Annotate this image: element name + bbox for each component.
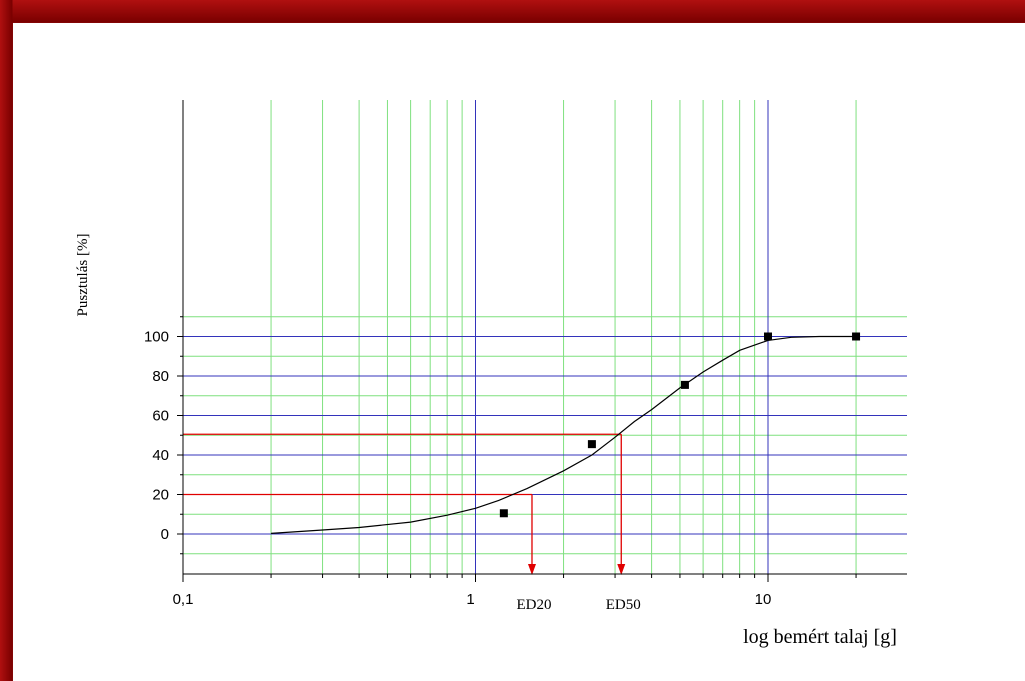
ed-guide-lines: ED20 ED50 xyxy=(183,433,641,613)
y-tick-label: 20 xyxy=(152,487,169,504)
x-axis-label: log bemért talaj [g] xyxy=(743,626,897,648)
x-tick-label: 10 xyxy=(755,591,772,608)
axis-labels: Pusztulás [%] log bemért talaj [g] xyxy=(75,234,897,648)
ed-guide-arrowhead xyxy=(527,564,536,575)
y-axis-label: Pusztulás [%] xyxy=(75,234,91,317)
y-tick-label: 100 xyxy=(144,329,169,346)
y-tick-label: 80 xyxy=(152,368,169,385)
ed-guide-arrowhead xyxy=(617,564,626,575)
fitted-curve xyxy=(271,335,857,534)
data-point xyxy=(587,440,596,449)
y-tick-label: 0 xyxy=(161,526,169,543)
ed-annotation-label: ED50 xyxy=(606,597,641,613)
y-tick-label: 40 xyxy=(152,447,169,464)
axes: 0 20 40 60 80 100 0,1 1 10 xyxy=(144,100,907,608)
x-tick-label: 0,1 xyxy=(173,591,194,608)
fitted-curve-layer xyxy=(271,335,857,534)
data-point xyxy=(852,332,861,341)
data-points xyxy=(499,332,861,518)
y-tick-label: 60 xyxy=(152,408,169,425)
x-tick-label: 1 xyxy=(466,591,474,608)
data-point xyxy=(680,380,689,389)
data-point xyxy=(499,509,508,518)
data-point xyxy=(764,332,772,341)
ed-annotation-label: ED20 xyxy=(516,597,551,613)
